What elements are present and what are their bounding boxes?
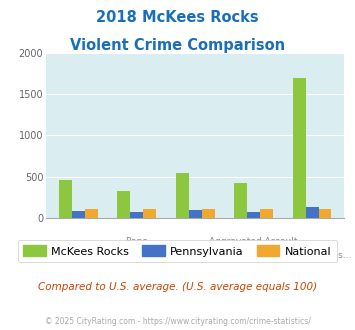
Bar bbox=[319, 209, 332, 218]
Bar bbox=[306, 207, 319, 218]
Legend: McKees Rocks, Pennsylvania, National: McKees Rocks, Pennsylvania, National bbox=[18, 240, 337, 262]
Text: 2018 McKees Rocks: 2018 McKees Rocks bbox=[96, 10, 259, 25]
Bar bbox=[176, 173, 189, 218]
Text: All Violent Crime: All Violent Crime bbox=[40, 251, 116, 260]
Bar bbox=[234, 183, 247, 218]
Bar bbox=[72, 211, 85, 218]
Bar bbox=[189, 210, 202, 218]
Text: Rape: Rape bbox=[125, 237, 148, 246]
Bar bbox=[202, 209, 214, 218]
Bar bbox=[59, 180, 72, 218]
Text: Violent Crime Comparison: Violent Crime Comparison bbox=[70, 38, 285, 53]
Bar bbox=[85, 209, 98, 218]
Bar bbox=[247, 212, 260, 218]
Text: © 2025 CityRating.com - https://www.cityrating.com/crime-statistics/: © 2025 CityRating.com - https://www.city… bbox=[45, 317, 310, 326]
Bar bbox=[293, 78, 306, 218]
Text: Aggravated Assault: Aggravated Assault bbox=[209, 237, 298, 246]
Bar bbox=[130, 212, 143, 218]
Text: Robbery: Robbery bbox=[176, 251, 214, 260]
Bar bbox=[260, 209, 273, 218]
Bar bbox=[143, 209, 156, 218]
Text: Murder & Mans...: Murder & Mans... bbox=[273, 251, 351, 260]
Text: Compared to U.S. average. (U.S. average equals 100): Compared to U.S. average. (U.S. average … bbox=[38, 282, 317, 292]
Bar bbox=[118, 191, 130, 218]
